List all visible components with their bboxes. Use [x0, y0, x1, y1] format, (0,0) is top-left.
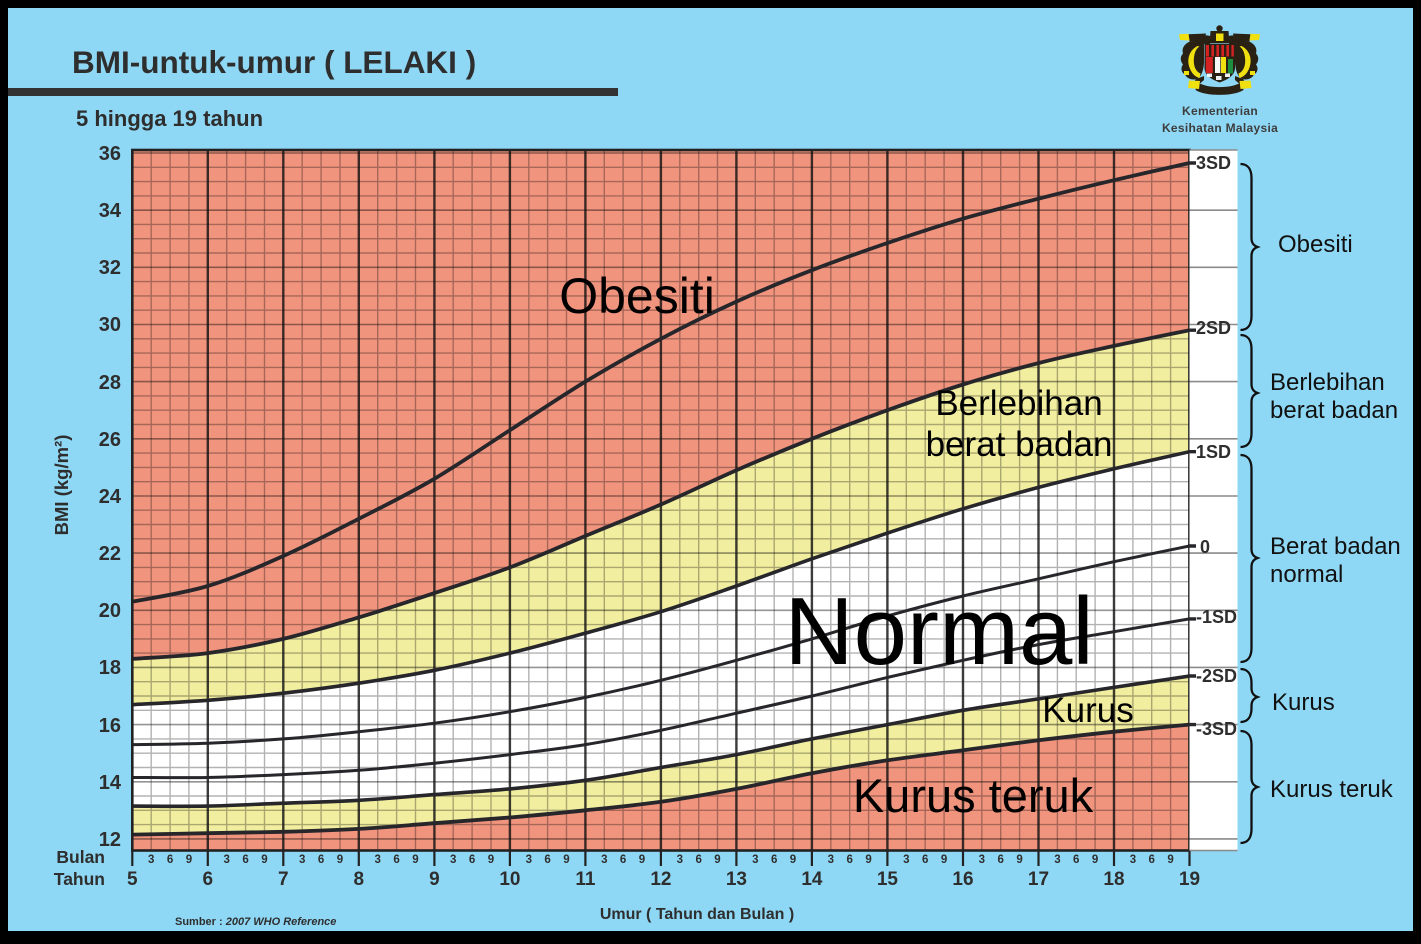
svg-text:3: 3	[1130, 854, 1136, 866]
svg-text:berat badan: berat badan	[926, 425, 1113, 464]
svg-text:6: 6	[620, 854, 626, 866]
svg-text:3: 3	[979, 854, 985, 866]
svg-text:3: 3	[148, 854, 154, 866]
svg-text:Kurus: Kurus	[1042, 691, 1133, 730]
svg-text:Berat badan: Berat badan	[1270, 533, 1401, 560]
svg-text:-1SD: -1SD	[1196, 607, 1237, 627]
svg-text:34: 34	[99, 200, 122, 222]
svg-text:Berlebihan: Berlebihan	[1270, 369, 1385, 396]
svg-text:Kesihatan Malaysia: Kesihatan Malaysia	[1162, 121, 1278, 135]
svg-text:9: 9	[563, 854, 569, 866]
svg-text:18: 18	[99, 657, 121, 679]
svg-text:Obesiti: Obesiti	[1278, 231, 1353, 258]
svg-text:3: 3	[450, 854, 456, 866]
svg-text:30: 30	[99, 314, 121, 336]
svg-text:9: 9	[714, 854, 720, 866]
svg-text:6: 6	[1148, 854, 1154, 866]
svg-text:Obesiti: Obesiti	[559, 268, 715, 324]
svg-text:3: 3	[903, 854, 909, 866]
svg-text:BMI-untuk-umur ( LELAKI ): BMI-untuk-umur ( LELAKI )	[72, 44, 476, 80]
svg-text:6: 6	[846, 854, 852, 866]
svg-text:6: 6	[203, 869, 214, 890]
svg-text:Umur ( Tahun dan Bulan ): Umur ( Tahun dan Bulan )	[600, 906, 794, 923]
svg-text:Kementerian: Kementerian	[1182, 104, 1258, 118]
svg-text:9: 9	[639, 854, 645, 866]
svg-text:0: 0	[1200, 537, 1210, 557]
svg-text:9: 9	[865, 854, 871, 866]
svg-text:9: 9	[941, 854, 947, 866]
svg-text:28: 28	[99, 372, 121, 394]
svg-text:3SD: 3SD	[1196, 153, 1231, 173]
svg-text:7: 7	[278, 869, 289, 890]
svg-text:15: 15	[877, 869, 899, 890]
svg-text:3: 3	[374, 854, 380, 866]
svg-text:berat badan: berat badan	[1270, 397, 1398, 424]
svg-text:5 hingga 19 tahun: 5 hingga 19 tahun	[76, 106, 263, 131]
svg-text:6: 6	[393, 854, 399, 866]
svg-text:6: 6	[318, 854, 324, 866]
svg-text:5: 5	[127, 869, 138, 890]
svg-text:6: 6	[242, 854, 248, 866]
svg-text:3: 3	[1054, 854, 1060, 866]
svg-text:9: 9	[429, 869, 440, 890]
svg-text:12: 12	[99, 829, 121, 851]
svg-text:3: 3	[828, 854, 834, 866]
svg-text:9: 9	[337, 854, 343, 866]
svg-text:32: 32	[99, 257, 121, 279]
svg-text:9: 9	[261, 854, 267, 866]
svg-text:2SD: 2SD	[1196, 318, 1231, 338]
svg-text:6: 6	[695, 854, 701, 866]
svg-text:16: 16	[952, 869, 973, 890]
svg-text:9: 9	[1092, 854, 1098, 866]
svg-text:6: 6	[1073, 854, 1079, 866]
svg-text:24: 24	[99, 486, 122, 508]
svg-text:normal: normal	[1270, 561, 1343, 588]
svg-text:Kurus: Kurus	[1272, 689, 1335, 716]
svg-text:Normal: Normal	[784, 578, 1093, 685]
svg-text:-3SD: -3SD	[1196, 719, 1237, 739]
svg-text:9: 9	[790, 854, 796, 866]
svg-text:6: 6	[997, 854, 1003, 866]
svg-text:9: 9	[1167, 854, 1173, 866]
svg-text:26: 26	[99, 429, 121, 451]
svg-text:Tahun: Tahun	[54, 869, 105, 889]
svg-text:18: 18	[1103, 869, 1124, 890]
svg-text:8: 8	[354, 869, 365, 890]
svg-text:36: 36	[99, 143, 121, 165]
svg-text:BMI (kg/m²): BMI (kg/m²)	[51, 435, 72, 536]
svg-text:9: 9	[186, 854, 192, 866]
svg-text:6: 6	[922, 854, 928, 866]
svg-text:1SD: 1SD	[1196, 442, 1231, 462]
svg-text:9: 9	[488, 854, 494, 866]
svg-text:6: 6	[771, 854, 777, 866]
svg-text:3: 3	[223, 854, 229, 866]
svg-text:3: 3	[601, 854, 607, 866]
svg-text:3: 3	[677, 854, 683, 866]
svg-text:17: 17	[1028, 869, 1049, 890]
svg-text:14: 14	[801, 869, 823, 890]
svg-text:Berlebihan: Berlebihan	[935, 384, 1102, 423]
svg-text:Kurus teruk: Kurus teruk	[853, 769, 1094, 822]
svg-text:9: 9	[412, 854, 418, 866]
svg-text:16: 16	[99, 715, 121, 737]
svg-text:19: 19	[1179, 869, 1200, 890]
svg-text:13: 13	[726, 869, 747, 890]
svg-text:10: 10	[499, 869, 520, 890]
svg-text:22: 22	[99, 543, 121, 565]
svg-text:3: 3	[752, 854, 758, 866]
svg-text:6: 6	[469, 854, 475, 866]
svg-text:6: 6	[167, 854, 173, 866]
svg-text:3: 3	[299, 854, 305, 866]
svg-text:6: 6	[544, 854, 550, 866]
svg-text:Sumber : 2007 WHO Reference: Sumber : 2007 WHO Reference	[175, 916, 336, 928]
svg-text:12: 12	[650, 869, 671, 890]
svg-text:9: 9	[1016, 854, 1022, 866]
svg-text:14: 14	[99, 772, 122, 794]
svg-text:11: 11	[575, 869, 596, 890]
svg-text:Kurus teruk: Kurus teruk	[1270, 776, 1394, 803]
svg-text:20: 20	[99, 600, 121, 622]
svg-text:Bulan: Bulan	[56, 847, 105, 867]
svg-text:-2SD: -2SD	[1196, 666, 1237, 686]
svg-text:3: 3	[526, 854, 532, 866]
